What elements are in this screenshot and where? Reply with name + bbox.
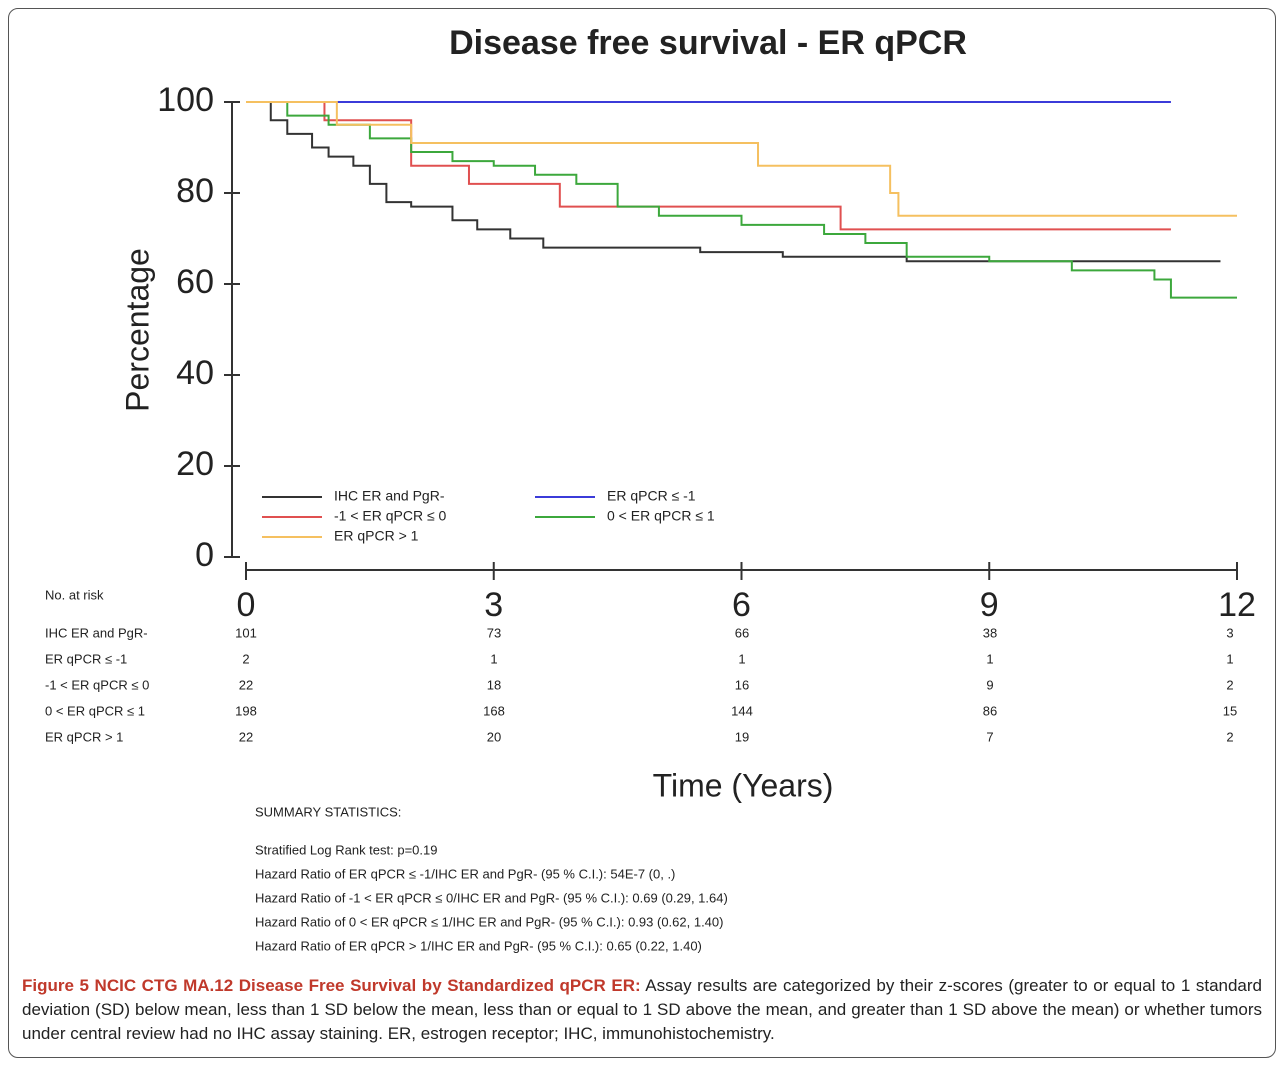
risk-row-label: -1 < ER qPCR ≤ 0 <box>45 677 149 692</box>
legend-label: 0 < ER qPCR ≤ 1 <box>607 508 715 524</box>
y-tick-label: 100 <box>157 81 214 119</box>
y-tick-label: 0 <box>195 536 214 574</box>
legend-label: IHC ER and PgR- <box>334 488 445 504</box>
chart: Disease free survival - ER qPCR Percenta… <box>45 24 1256 953</box>
risk-count: 38 <box>983 625 997 640</box>
risk-count: 1 <box>738 651 745 666</box>
chart-title: Disease free survival - ER qPCR <box>449 24 967 62</box>
risk-count: 22 <box>239 677 253 692</box>
summary-title: SUMMARY STATISTICS: <box>255 804 401 819</box>
risk-row-label: ER qPCR ≤ -1 <box>45 651 127 666</box>
risk-count: 1 <box>490 651 497 666</box>
risk-count: 16 <box>735 677 749 692</box>
risk-count: 66 <box>735 625 749 640</box>
survival-curve <box>246 101 1171 231</box>
y-tick-label: 20 <box>176 445 214 483</box>
risk-count: 2 <box>1226 729 1233 744</box>
y-tick-label: 40 <box>176 354 214 392</box>
risk-count: 144 <box>731 703 753 718</box>
risk-count: 7 <box>986 729 993 744</box>
survival-curve <box>246 101 1237 299</box>
survival-curve <box>246 101 1221 263</box>
y-tick-label: 80 <box>176 172 214 210</box>
risk-count: 15 <box>1223 703 1237 718</box>
risk-count: 168 <box>483 703 505 718</box>
summary-line: Hazard Ratio of -1 < ER qPCR ≤ 0/IHC ER … <box>255 890 728 905</box>
caption: Figure 5 NCIC CTG MA.12 Disease Free Sur… <box>22 974 1262 1046</box>
risk-count: 3 <box>1226 625 1233 640</box>
risk-count: 101 <box>235 625 257 640</box>
risk-count: 9 <box>986 677 993 692</box>
x-tick-label: 3 <box>484 586 503 624</box>
caption-label: Figure 5 NCIC CTG MA.12 Disease Free Sur… <box>22 976 641 995</box>
legend-label: ER qPCR ≤ -1 <box>607 488 696 504</box>
risk-row-label: IHC ER and PgR- <box>45 625 148 640</box>
y-axis-label: Percentage <box>119 248 155 412</box>
risk-count: 1 <box>986 651 993 666</box>
survival-curve <box>246 101 1237 217</box>
figure-frame <box>8 8 1276 1058</box>
risk-count: 20 <box>487 729 501 744</box>
summary-line: Stratified Log Rank test: p=0.19 <box>255 842 437 857</box>
risk-count: 198 <box>235 703 257 718</box>
risk-count: 2 <box>1226 677 1233 692</box>
legend-label: -1 < ER qPCR ≤ 0 <box>334 508 447 524</box>
risk-count: 22 <box>239 729 253 744</box>
summary-line: Hazard Ratio of ER qPCR ≤ -1/IHC ER and … <box>255 866 675 881</box>
summary-line: Hazard Ratio of ER qPCR > 1/IHC ER and P… <box>255 938 702 953</box>
caption-text: Assay results are categorized by their z… <box>22 976 1262 1043</box>
summary-line: Hazard Ratio of 0 < ER qPCR ≤ 1/IHC ER a… <box>255 914 723 929</box>
x-tick-label: 6 <box>732 586 751 624</box>
y-tick-label: 60 <box>176 263 214 301</box>
risk-count: 1 <box>1226 651 1233 666</box>
risk-count: 73 <box>487 625 501 640</box>
risk-count: 18 <box>487 677 501 692</box>
risk-count: 2 <box>242 651 249 666</box>
risk-count: 86 <box>983 703 997 718</box>
x-tick-label: 12 <box>1218 586 1256 624</box>
x-tick-label: 9 <box>980 586 999 624</box>
x-axis-label: Time (Years) <box>653 767 834 803</box>
risk-row-label: ER qPCR > 1 <box>45 729 123 744</box>
risk-count: 19 <box>735 729 749 744</box>
x-tick-label: 0 <box>237 586 256 624</box>
risk-row-label: 0 < ER qPCR ≤ 1 <box>45 703 145 718</box>
risk-title: No. at risk <box>45 587 104 602</box>
legend-label: ER qPCR > 1 <box>334 528 419 544</box>
